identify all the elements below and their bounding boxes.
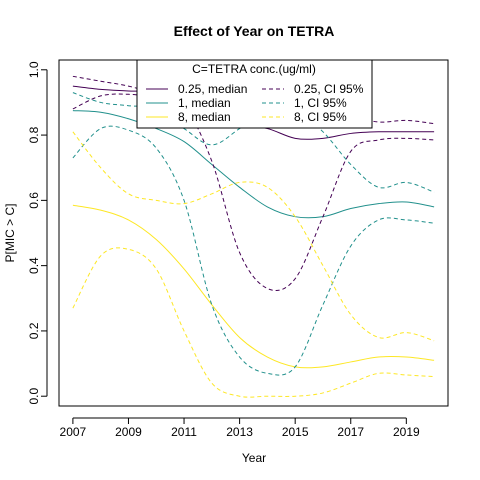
- x-tick-label: 2013: [226, 425, 253, 439]
- series-line-4: [72, 75, 435, 291]
- x-tick-label: 2009: [115, 425, 142, 439]
- legend-title: C=TETRA conc.(ug/ml): [192, 62, 316, 76]
- series-line-2: [72, 110, 435, 219]
- legend-label-2: 1, median: [178, 96, 231, 110]
- y-tick-label: 1.0: [27, 61, 41, 78]
- series-line-9: [72, 247, 435, 398]
- x-tick-label: 2017: [337, 425, 364, 439]
- legend-label-3: 8, median: [178, 110, 231, 124]
- y-tick-label: 0.4: [27, 257, 41, 274]
- y-tick-label: 0.2: [27, 322, 41, 339]
- axes: 2007 2009 2011 2013 2015 2017 2019 0.0 0.2 0.4 0.6…: [27, 61, 420, 439]
- series-line-6: [72, 92, 435, 193]
- x-tick-label: 2015: [282, 425, 309, 439]
- y-axis-title: P[MIC > C]: [3, 203, 17, 262]
- y-tick-label: 0.8: [27, 126, 41, 143]
- legend-label-6: 8, CI 95%: [294, 110, 347, 124]
- legend-label-5: 1, CI 95%: [294, 96, 347, 110]
- legend-box: [136, 59, 373, 129]
- series-line-7: [72, 125, 435, 376]
- series-line-3: [72, 204, 435, 369]
- series-line-8: [72, 131, 435, 342]
- x-tick-label: 2011: [171, 425, 197, 439]
- x-axis-title: Year: [242, 451, 266, 465]
- legend-label-1: 0.25, median: [178, 82, 247, 96]
- chart-title: Effect of Year on TETRA: [174, 23, 335, 39]
- legend-label-4: 0.25, CI 95%: [294, 82, 364, 96]
- x-tick-label: 2019: [393, 425, 420, 439]
- y-tick-label: 0.6: [27, 192, 41, 209]
- y-tick-label: 0.0: [27, 388, 41, 405]
- x-tick-label: 2007: [60, 425, 87, 439]
